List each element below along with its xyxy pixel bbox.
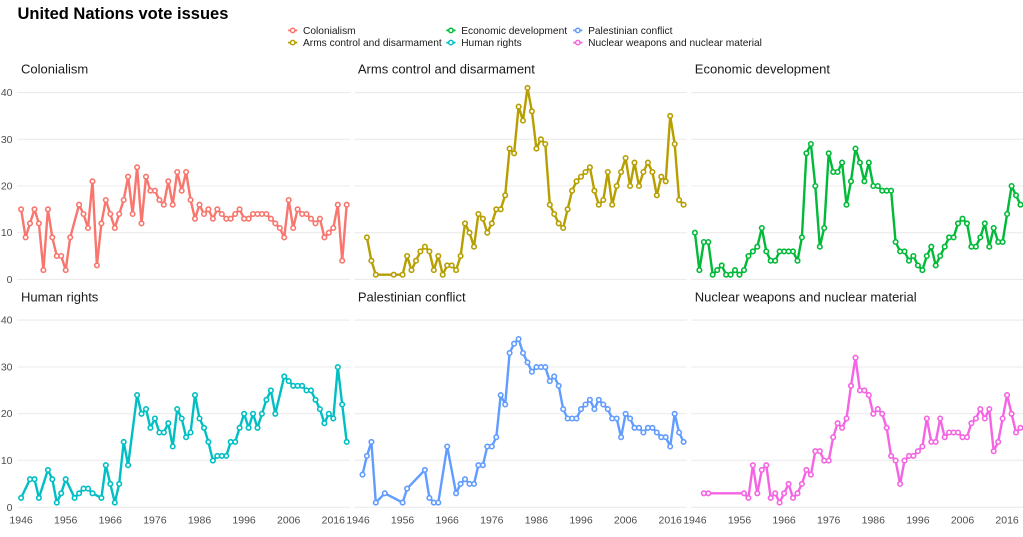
svg-text:20: 20 <box>1 181 13 193</box>
svg-text:2016: 2016 <box>995 515 1019 527</box>
svg-text:1976: 1976 <box>143 515 167 527</box>
svg-text:10: 10 <box>1 227 13 239</box>
svg-text:2006: 2006 <box>951 515 975 527</box>
svg-text:1956: 1956 <box>391 515 415 527</box>
svg-text:Nuclear weapons and nuclear ma: Nuclear weapons and nuclear material <box>588 38 762 49</box>
svg-text:United Nations vote issues: United Nations vote issues <box>18 5 229 23</box>
svg-text:Colonialism: Colonialism <box>21 61 88 76</box>
svg-text:1946: 1946 <box>683 515 707 527</box>
svg-text:40: 40 <box>1 315 13 327</box>
svg-text:1946: 1946 <box>9 515 33 527</box>
svg-text:2016: 2016 <box>322 515 346 527</box>
svg-text:30: 30 <box>1 134 13 146</box>
svg-text:10: 10 <box>1 455 13 467</box>
svg-text:2006: 2006 <box>277 515 301 527</box>
svg-text:Colonialism: Colonialism <box>303 26 356 37</box>
svg-text:Nuclear weapons and nuclear ma: Nuclear weapons and nuclear material <box>695 290 917 305</box>
svg-text:1996: 1996 <box>232 515 256 527</box>
svg-text:Human rights: Human rights <box>21 290 99 305</box>
svg-text:1986: 1986 <box>188 515 212 527</box>
svg-text:Arms control and disarmament: Arms control and disarmament <box>303 38 442 49</box>
svg-text:1966: 1966 <box>99 515 123 527</box>
svg-text:1996: 1996 <box>569 515 593 527</box>
svg-text:Economic development: Economic development <box>461 26 567 37</box>
svg-text:1986: 1986 <box>525 515 549 527</box>
svg-text:Palestinian conflict: Palestinian conflict <box>588 26 673 37</box>
svg-text:Human rights: Human rights <box>461 38 522 49</box>
svg-text:1946: 1946 <box>346 515 370 527</box>
svg-text:1956: 1956 <box>54 515 78 527</box>
svg-text:Economic development: Economic development <box>695 61 831 76</box>
svg-text:1966: 1966 <box>772 515 796 527</box>
svg-text:1996: 1996 <box>906 515 930 527</box>
svg-text:20: 20 <box>1 408 13 420</box>
svg-text:Palestinian conflict: Palestinian conflict <box>358 290 466 305</box>
svg-text:2006: 2006 <box>614 515 638 527</box>
svg-text:30: 30 <box>1 362 13 374</box>
svg-text:0: 0 <box>7 502 13 514</box>
svg-text:Arms control and disarmament: Arms control and disarmament <box>358 61 535 76</box>
svg-text:1976: 1976 <box>480 515 504 527</box>
svg-text:40: 40 <box>1 87 13 99</box>
svg-text:0: 0 <box>7 274 13 286</box>
svg-text:2016: 2016 <box>659 515 683 527</box>
svg-text:1986: 1986 <box>862 515 886 527</box>
svg-text:1966: 1966 <box>436 515 460 527</box>
svg-text:1956: 1956 <box>728 515 752 527</box>
svg-text:1976: 1976 <box>817 515 841 527</box>
